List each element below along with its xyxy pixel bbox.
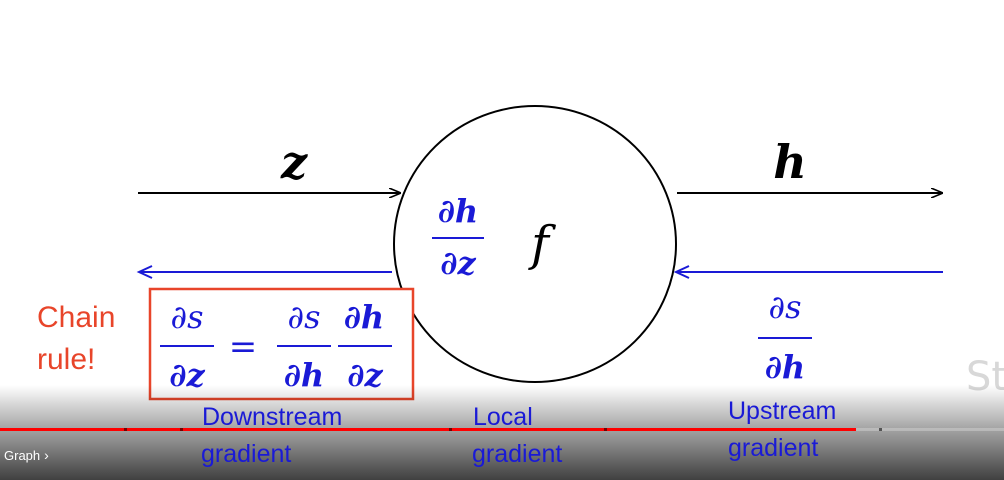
local-label-line1: Local bbox=[473, 403, 533, 431]
chain-rhs1-numerator: ∂s bbox=[288, 298, 321, 336]
chain-equals-sign: = bbox=[229, 327, 258, 367]
local-gradient-denominator: ∂z bbox=[440, 244, 476, 282]
chapter-divider bbox=[180, 428, 183, 431]
player-controls-gradient bbox=[0, 385, 1004, 480]
local-label-line2: gradient bbox=[472, 440, 563, 468]
downstream-label-line1: Downstream bbox=[202, 403, 343, 431]
chain-lhs-numerator: ∂s bbox=[171, 298, 204, 336]
local-gradient-numerator: ∂h bbox=[438, 192, 478, 230]
chapter-divider bbox=[449, 428, 452, 431]
input-variable: z bbox=[280, 135, 308, 189]
local-gradient-label: Local gradient bbox=[472, 403, 563, 468]
chain-rule-label-line2: rule! bbox=[37, 343, 96, 376]
upstream-gradient-label: Upstream gradient bbox=[728, 399, 836, 461]
upstream-gradient-numerator: ∂s bbox=[769, 288, 802, 326]
upstream-gradient-denominator: ∂h bbox=[765, 348, 805, 386]
local-gradient-fraction: ∂h ∂z bbox=[432, 192, 484, 282]
chapter-divider bbox=[124, 428, 127, 431]
chain-rule-label-line1: Chain bbox=[37, 301, 116, 334]
chevron-right-icon: › bbox=[44, 447, 49, 463]
chapter-divider bbox=[879, 428, 882, 431]
downstream-label-line2: gradient bbox=[201, 440, 292, 468]
upstream-label-line2: gradient bbox=[728, 434, 819, 462]
upstream-gradient-fraction: ∂s ∂h bbox=[758, 288, 812, 386]
chain-rule-box bbox=[148, 287, 415, 401]
downstream-gradient-label: Downstream gradient bbox=[201, 403, 343, 468]
chain-rule-label: Chain rule! bbox=[37, 297, 115, 381]
chapter-divider bbox=[604, 428, 607, 431]
chapter-label: Graph bbox=[4, 447, 41, 463]
video-progress-played bbox=[0, 428, 857, 431]
chapter-button[interactable]: Graph › bbox=[0, 444, 49, 466]
function-node-circle bbox=[393, 105, 677, 383]
upstream-label-line1: Upstream bbox=[728, 397, 837, 425]
video-progress-bar[interactable] bbox=[0, 428, 1004, 431]
chain-rhs2-numerator: ∂h bbox=[344, 298, 384, 336]
function-name: f bbox=[528, 216, 556, 272]
output-variable: h bbox=[773, 135, 806, 189]
